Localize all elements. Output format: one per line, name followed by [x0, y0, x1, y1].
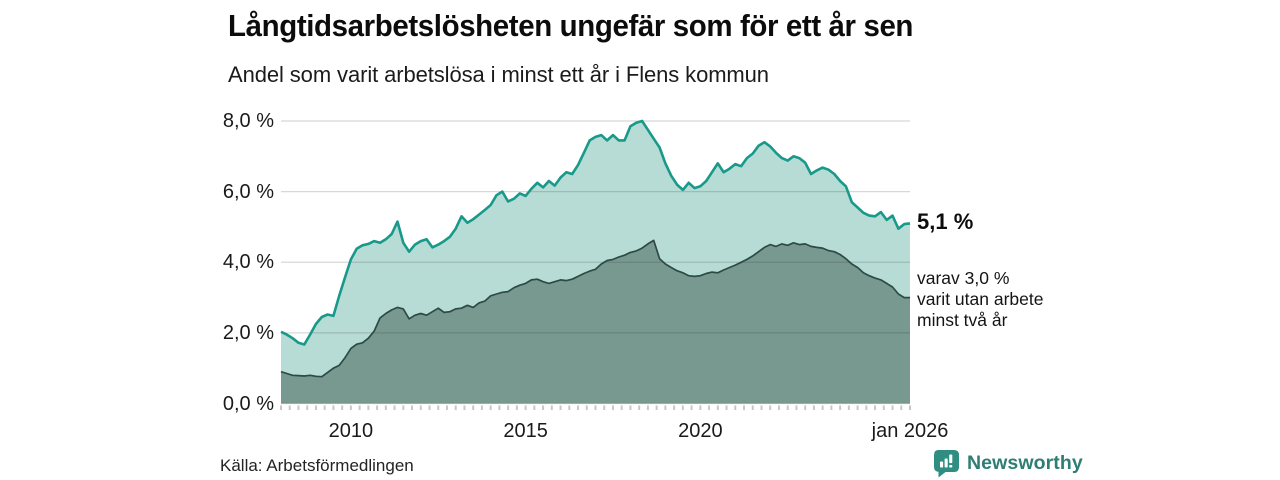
y-axis-tick-label: 6,0 % — [222, 180, 274, 203]
x-axis-tick-label: jan 2026 — [871, 420, 949, 442]
area-fill-Arbetslösa-minst-två-år — [281, 240, 910, 404]
page-title: Långtidsarbetslösheten ungefär som för e… — [228, 8, 914, 43]
bar-chart-speech-bubble-icon — [934, 449, 959, 478]
subset-annotation: varav 3,0 % varit utan arbete minst två år — [917, 268, 1043, 331]
y-axis-tick-label: 4,0 % — [222, 251, 274, 274]
x-axis-tick-label: 2020 — [678, 420, 723, 442]
latest-value-annotation: 5,1 % — [917, 209, 974, 234]
x-axis-tick-label: 2015 — [503, 420, 548, 442]
x-axis-tick-label: 2010 — [328, 420, 374, 442]
annotation-line: varav 3,0 % — [917, 268, 1010, 288]
page-subtitle: Andel som varit arbetslösa i minst ett å… — [228, 62, 769, 87]
y-axis-tick-label: 0,0 % — [222, 392, 274, 415]
y-axis-tick-label: 8,0 % — [222, 110, 274, 132]
annotation-line: varit utan arbete — [917, 289, 1044, 309]
series-line-Arbetslösa-minst-ett-år — [280, 119, 911, 346]
newsworthy-logo: Newsworthy — [933, 449, 1083, 478]
series-line-Arbetslösa-minst-två-år — [280, 239, 910, 378]
y-axis-tick-label: 2,0 % — [222, 321, 274, 344]
newsworthy-logo-text: Newsworthy — [967, 452, 1083, 474]
annotation-line: minst två år — [917, 310, 1008, 330]
source-note: Källa: Arbetsförmedlingen — [220, 456, 414, 475]
